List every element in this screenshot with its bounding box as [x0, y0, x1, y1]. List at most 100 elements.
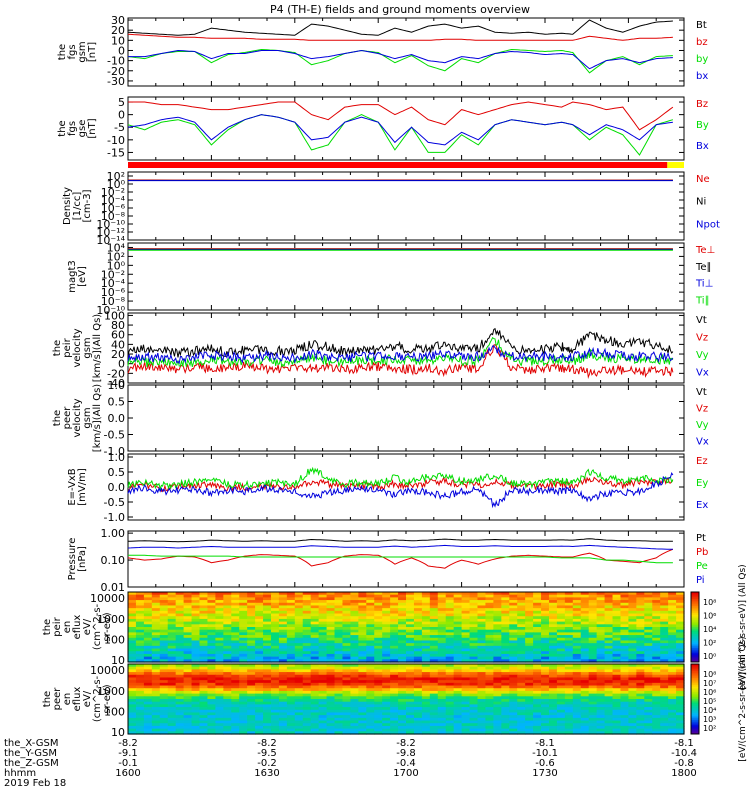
- heatmap-cell: [128, 725, 137, 730]
- heatmap-cell: [548, 699, 558, 703]
- heatmap-cell: [151, 653, 161, 658]
- heatmap-cell: [445, 656, 455, 660]
- heatmap-cell: [239, 720, 248, 724]
- heatmap-cell: [231, 653, 240, 658]
- heatmap-cell: [445, 592, 455, 596]
- heatmap-cell: [398, 613, 407, 617]
- heatmap-cell: [199, 688, 209, 692]
- legend-ey: Ey: [696, 478, 708, 489]
- heatmap-cell: [461, 717, 471, 722]
- heatmap-cell: [255, 666, 264, 670]
- heatmap-cell: [358, 637, 367, 642]
- heatmap-cell: [342, 640, 351, 644]
- heatmap-cell: [421, 690, 431, 695]
- heatmap-cell: [556, 717, 566, 722]
- heatmap-cell: [175, 624, 185, 628]
- colorbar-tick-label: 10⁶: [703, 688, 716, 697]
- heatmap-cell: [278, 621, 288, 625]
- heatmap-cell: [588, 610, 598, 615]
- heatmap-cell: [358, 693, 367, 697]
- heatmap-cell: [255, 672, 264, 676]
- heatmap-cell: [247, 707, 256, 711]
- heatmap-cell: [135, 669, 145, 673]
- heatmap-cell: [612, 731, 622, 735]
- heatmap-cell: [453, 707, 463, 711]
- heatmap-cell: [286, 597, 296, 601]
- heatmap-cell: [255, 688, 264, 692]
- heatmap-cell: [421, 707, 431, 711]
- heatmap-cell: [167, 699, 177, 703]
- heatmap-cell: [183, 688, 193, 692]
- heatmap-cell: [660, 728, 669, 732]
- heatmap-cell: [183, 693, 193, 697]
- heatmap-cell: [493, 653, 502, 658]
- heatmap-cell: [278, 682, 288, 687]
- heatmap-cell: [556, 696, 566, 700]
- heatmap-cell: [628, 664, 637, 668]
- heatmap-cell: [612, 725, 622, 730]
- y-tick-label: 1000: [97, 613, 125, 626]
- heatmap-cell: [620, 696, 629, 700]
- heatmap-cell: [223, 720, 232, 724]
- heatmap-cell: [421, 610, 431, 615]
- colorbar-tick-label: 10³: [703, 715, 716, 724]
- heatmap-cell: [342, 618, 351, 623]
- heatmap-cell: [342, 688, 351, 692]
- heatmap-cell: [533, 674, 542, 679]
- heatmap-cell: [668, 632, 677, 636]
- heatmap-cell: [485, 592, 494, 596]
- heatmap-cell: [239, 688, 248, 692]
- heatmap-cell: [604, 621, 614, 625]
- heatmap-cell: [477, 693, 487, 697]
- heatmap-cell: [191, 707, 201, 711]
- heatmap-cell: [572, 674, 582, 679]
- heatmap-cell: [286, 728, 296, 732]
- heatmap-cell: [278, 629, 288, 633]
- heatmap-cell: [493, 605, 502, 609]
- heatmap-cell: [588, 709, 598, 714]
- heatmap-cell: [588, 680, 598, 684]
- heatmap-cell: [493, 643, 502, 647]
- heatmap-cell: [334, 656, 344, 660]
- heatmap-cell: [580, 621, 590, 625]
- heatmap-cell: [374, 704, 383, 708]
- colorbar-tick-label: 10⁶: [703, 612, 716, 621]
- heatmap-cell: [493, 635, 502, 639]
- heatmap-cell: [135, 666, 145, 670]
- heatmap-cell: [572, 666, 582, 670]
- heatmap-cell: [350, 664, 359, 668]
- heatmap-cell: [167, 648, 177, 652]
- heatmap-cell: [247, 704, 256, 708]
- heatmap-cell: [135, 680, 145, 684]
- heatmap-cell: [548, 610, 558, 615]
- heatmap-cell: [159, 624, 169, 628]
- x-row-value: 1800: [671, 768, 696, 779]
- heatmap-cell: [509, 594, 518, 598]
- heatmap-cell: [533, 651, 542, 655]
- heatmap-cell: [572, 643, 582, 647]
- heatmap-cell: [485, 664, 494, 668]
- heatmap-cell: [215, 685, 224, 689]
- heatmap-cell: [255, 680, 264, 684]
- heatmap-cell: [676, 680, 685, 684]
- heatmap-cell: [588, 682, 598, 687]
- colorbar-segment: [691, 632, 699, 635]
- heatmap-cell: [644, 704, 653, 708]
- heatmap-cell: [270, 680, 280, 684]
- heatmap-cell: [477, 709, 487, 714]
- heatmap-cell: [278, 699, 288, 703]
- heatmap-cell: [191, 712, 201, 716]
- heatmap-cell: [676, 597, 685, 601]
- heatmap-cell: [318, 616, 328, 620]
- heatmap-cell: [263, 709, 272, 714]
- heatmap-cell: [207, 688, 216, 692]
- legend-pt: Pt: [696, 533, 706, 544]
- heatmap-cell: [413, 664, 423, 668]
- heatmap-cell: [509, 712, 518, 716]
- heatmap-cell: [596, 648, 606, 652]
- heatmap-cell: [199, 597, 209, 601]
- heatmap-cell: [223, 664, 232, 668]
- heatmap-cell: [453, 651, 463, 655]
- heatmap-cell: [493, 717, 502, 722]
- heatmap-cell: [429, 629, 439, 633]
